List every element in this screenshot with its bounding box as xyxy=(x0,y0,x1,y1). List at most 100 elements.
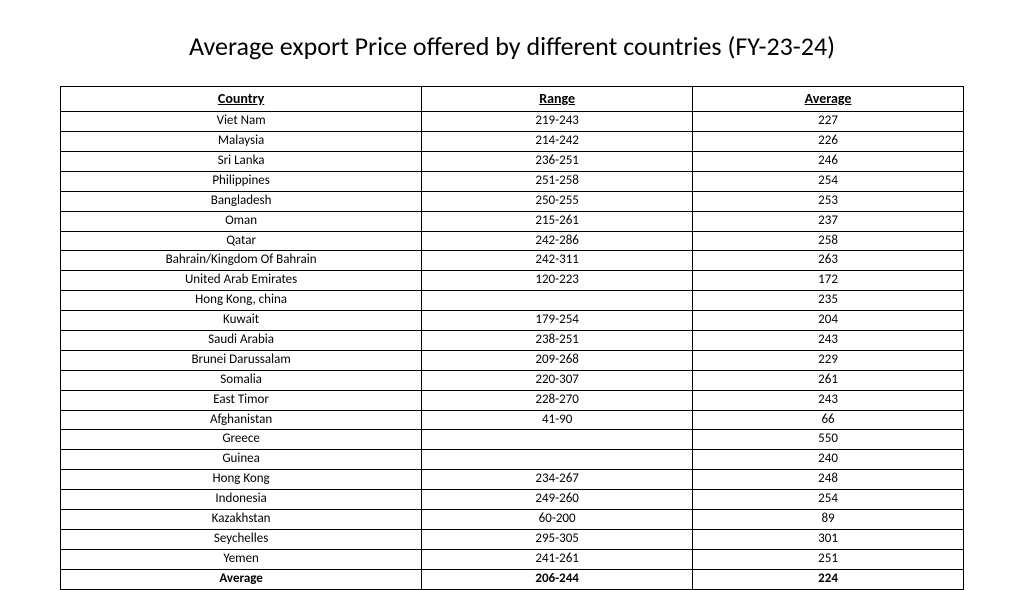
table-summary-row: Average 206-244 224 xyxy=(61,569,964,589)
cell-range: 60-200 xyxy=(422,510,693,530)
cell-country: United Arab Emirates xyxy=(61,271,422,291)
cell-range: 209-268 xyxy=(422,350,693,370)
cell-range: 241-261 xyxy=(422,549,693,569)
cell-country: Bangladesh xyxy=(61,191,422,211)
cell-country: Oman xyxy=(61,211,422,231)
cell-average: 243 xyxy=(693,390,964,410)
cell-range xyxy=(422,450,693,470)
cell-average: 301 xyxy=(693,529,964,549)
cell-range: 228-270 xyxy=(422,390,693,410)
cell-range: 234-267 xyxy=(422,470,693,490)
cell-country: Bahrain/Kingdom Of Bahrain xyxy=(61,251,422,271)
cell-range: 215-261 xyxy=(422,211,693,231)
cell-range xyxy=(422,430,693,450)
cell-average: 261 xyxy=(693,370,964,390)
table-row: Saudi Arabia238-251243 xyxy=(61,330,964,350)
header-average: Average xyxy=(693,87,964,112)
cell-average: 254 xyxy=(693,490,964,510)
cell-average: 227 xyxy=(693,112,964,132)
table-row: East Timor228-270243 xyxy=(61,390,964,410)
table-row: Seychelles295-305301 xyxy=(61,529,964,549)
table-row: Malaysia214-242226 xyxy=(61,132,964,152)
summary-label: Average xyxy=(61,569,422,589)
cell-average: 248 xyxy=(693,470,964,490)
cell-average: 263 xyxy=(693,251,964,271)
table-header-row: Country Range Average xyxy=(61,87,964,112)
table-row: Philippines251-258254 xyxy=(61,171,964,191)
cell-average: 226 xyxy=(693,132,964,152)
cell-range: 220-307 xyxy=(422,370,693,390)
table-row: Brunei Darussalam209-268229 xyxy=(61,350,964,370)
cell-range: 236-251 xyxy=(422,151,693,171)
table-row: Oman215-261237 xyxy=(61,211,964,231)
cell-range: 120-223 xyxy=(422,271,693,291)
cell-country: Hong Kong, china xyxy=(61,291,422,311)
cell-country: Indonesia xyxy=(61,490,422,510)
cell-range: 249-260 xyxy=(422,490,693,510)
table-row: United Arab Emirates120-223172 xyxy=(61,271,964,291)
cell-country: Kuwait xyxy=(61,311,422,331)
header-range: Range xyxy=(422,87,693,112)
table-row: Sri Lanka236-251246 xyxy=(61,151,964,171)
cell-country: Sri Lanka xyxy=(61,151,422,171)
table-row: Guinea 240 xyxy=(61,450,964,470)
cell-country: Philippines xyxy=(61,171,422,191)
cell-country: Brunei Darussalam xyxy=(61,350,422,370)
cell-average: 243 xyxy=(693,330,964,350)
cell-country: Somalia xyxy=(61,370,422,390)
cell-average: 258 xyxy=(693,231,964,251)
cell-country: East Timor xyxy=(61,390,422,410)
cell-range: 242-311 xyxy=(422,251,693,271)
cell-average: 66 xyxy=(693,410,964,430)
cell-average: 253 xyxy=(693,191,964,211)
cell-average: 229 xyxy=(693,350,964,370)
table-row: Indonesia249-260254 xyxy=(61,490,964,510)
export-price-table: Country Range Average Viet Nam219-243227… xyxy=(60,86,964,590)
table-row: Viet Nam219-243227 xyxy=(61,112,964,132)
header-country: Country xyxy=(61,87,422,112)
table-row: Kazakhstan60-20089 xyxy=(61,510,964,530)
cell-average: 89 xyxy=(693,510,964,530)
table-row: Bangladesh250-255253 xyxy=(61,191,964,211)
table-row: Hong Kong234-267248 xyxy=(61,470,964,490)
cell-average: 235 xyxy=(693,291,964,311)
cell-range xyxy=(422,291,693,311)
table-row: Afghanistan41-9066 xyxy=(61,410,964,430)
cell-average: 204 xyxy=(693,311,964,331)
table-row: Somalia220-307261 xyxy=(61,370,964,390)
cell-average: 251 xyxy=(693,549,964,569)
cell-range: 41-90 xyxy=(422,410,693,430)
page-title: Average export Price offered by differen… xyxy=(60,30,964,62)
cell-country: Kazakhstan xyxy=(61,510,422,530)
cell-country: Hong Kong xyxy=(61,470,422,490)
cell-average: 254 xyxy=(693,171,964,191)
cell-average: 550 xyxy=(693,430,964,450)
table-row: Greece 550 xyxy=(61,430,964,450)
cell-country: Viet Nam xyxy=(61,112,422,132)
cell-range: 251-258 xyxy=(422,171,693,191)
table-row: Hong Kong, china 235 xyxy=(61,291,964,311)
table-row: Qatar242-286258 xyxy=(61,231,964,251)
cell-average: 240 xyxy=(693,450,964,470)
summary-average: 224 xyxy=(693,569,964,589)
cell-country: Qatar xyxy=(61,231,422,251)
cell-country: Malaysia xyxy=(61,132,422,152)
cell-range: 179-254 xyxy=(422,311,693,331)
table-row: Yemen241-261251 xyxy=(61,549,964,569)
summary-range: 206-244 xyxy=(422,569,693,589)
cell-country: Afghanistan xyxy=(61,410,422,430)
table-row: Bahrain/Kingdom Of Bahrain242-311263 xyxy=(61,251,964,271)
cell-range: 219-243 xyxy=(422,112,693,132)
table-row: Kuwait179-254204 xyxy=(61,311,964,331)
cell-average: 237 xyxy=(693,211,964,231)
cell-range: 238-251 xyxy=(422,330,693,350)
cell-country: Yemen xyxy=(61,549,422,569)
cell-average: 246 xyxy=(693,151,964,171)
cell-country: Greece xyxy=(61,430,422,450)
cell-country: Guinea xyxy=(61,450,422,470)
cell-range: 242-286 xyxy=(422,231,693,251)
cell-range: 214-242 xyxy=(422,132,693,152)
cell-country: Seychelles xyxy=(61,529,422,549)
cell-country: Saudi Arabia xyxy=(61,330,422,350)
cell-range: 250-255 xyxy=(422,191,693,211)
